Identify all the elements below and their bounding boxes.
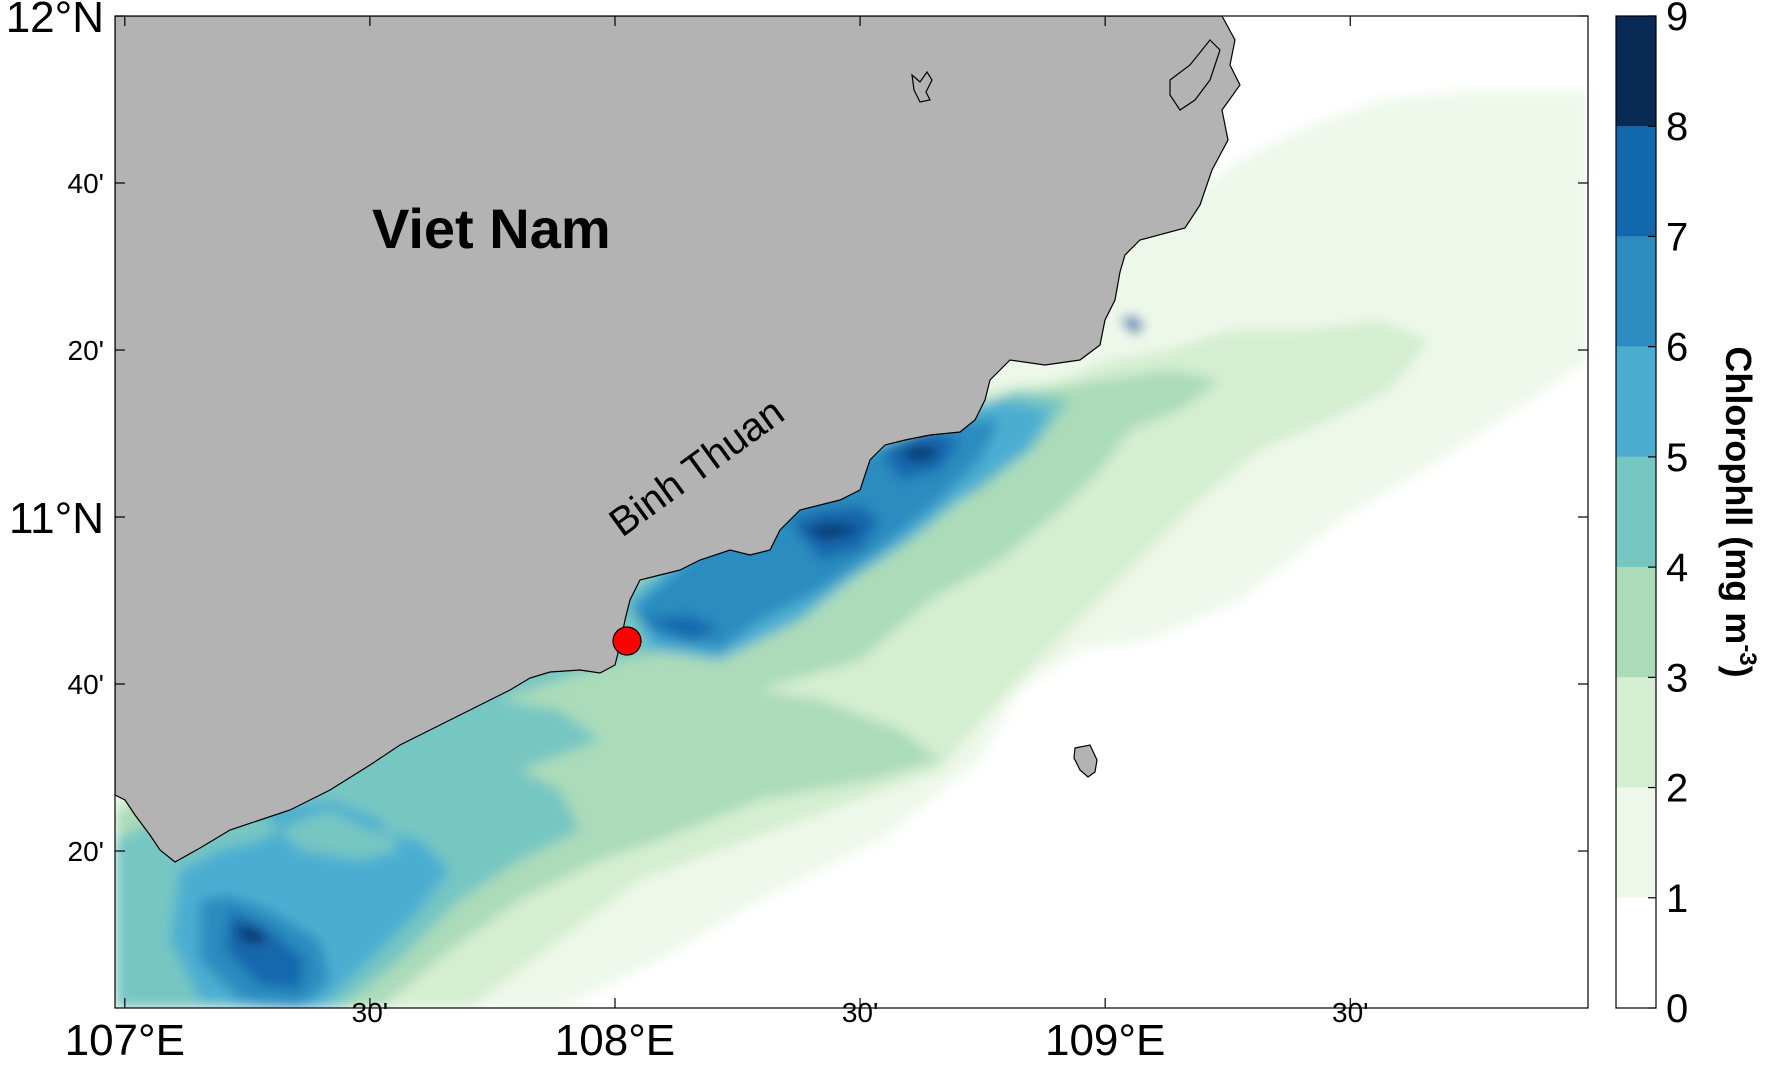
colorbar-segment	[1616, 236, 1656, 347]
x-tick-label: 108°E	[555, 1016, 675, 1061]
colorbar-tick-label: 6	[1666, 326, 1688, 370]
colorbar-segment	[1616, 677, 1656, 788]
x-tick-label: 30'	[842, 997, 879, 1028]
island-phu-quy	[1073, 744, 1098, 778]
colorbar-segment	[1616, 897, 1656, 1008]
colorbar-ticks: 0 1 2 3 4 5 6 7 8 9	[1648, 0, 1688, 1031]
x-tick-label: 109°E	[1045, 1016, 1165, 1061]
colorbar-segment-top	[1616, 16, 1656, 127]
y-tick-label: 40'	[68, 168, 105, 199]
plot-frame	[114, 15, 1589, 1009]
y-tick-label: 12°N	[6, 0, 104, 42]
colorbar-title-superscript: -3	[1734, 644, 1761, 665]
station-marker	[612, 626, 642, 656]
island-north	[911, 70, 933, 103]
colorbar-segment	[1616, 126, 1656, 237]
colorbar-segment	[1616, 567, 1656, 678]
x-tick-label: 30'	[1332, 997, 1369, 1028]
colorbar-tick-label: 5	[1666, 436, 1688, 480]
x-tick-label: 30'	[352, 997, 389, 1028]
colorbar-tick-label: 0	[1666, 987, 1688, 1031]
x-axis: 107°E 30' 108°E 30' 109°E 30'	[65, 16, 1369, 1065]
colorbar-tick-label: 2	[1666, 767, 1688, 811]
colorbar-tick-label: 1	[1666, 877, 1688, 921]
colorbar-tick-label: 8	[1666, 105, 1688, 149]
colorbar	[1616, 16, 1656, 1008]
colorbar-title: Chlorophll (mg m-3)	[1718, 346, 1761, 677]
colorbar-segment	[1616, 346, 1656, 457]
colorbar-frame	[1615, 15, 1657, 1009]
colorbar-tick-label: 9	[1666, 0, 1688, 39]
y-tick-label: 20'	[68, 836, 105, 867]
colorbar-tick-label: 3	[1666, 656, 1688, 700]
colorbar-title-end: )	[1718, 666, 1759, 678]
y-tick-label: 20'	[68, 335, 105, 366]
colorbar-tick-label: 4	[1666, 546, 1688, 590]
peninsula-north	[1169, 39, 1221, 111]
y-axis: 12°N 40' 20' 11°N 40' 20'	[6, 0, 1588, 867]
y-tick-label: 11°N	[9, 494, 104, 543]
colorbar-segment	[1616, 787, 1656, 898]
chlorophyll-contours	[115, 90, 1588, 1008]
contour-band-6	[200, 420, 1000, 1008]
colorbar-title-main: Chlorophll (mg m	[1718, 346, 1759, 644]
x-tick-label: 107°E	[65, 1016, 185, 1061]
colorbar-tick-label: 7	[1666, 215, 1688, 259]
colorbar-segment	[1616, 456, 1656, 568]
land-vietnam	[115, 16, 1241, 863]
country-label: Viet Nam	[372, 197, 611, 260]
y-tick-label: 40'	[68, 669, 105, 700]
